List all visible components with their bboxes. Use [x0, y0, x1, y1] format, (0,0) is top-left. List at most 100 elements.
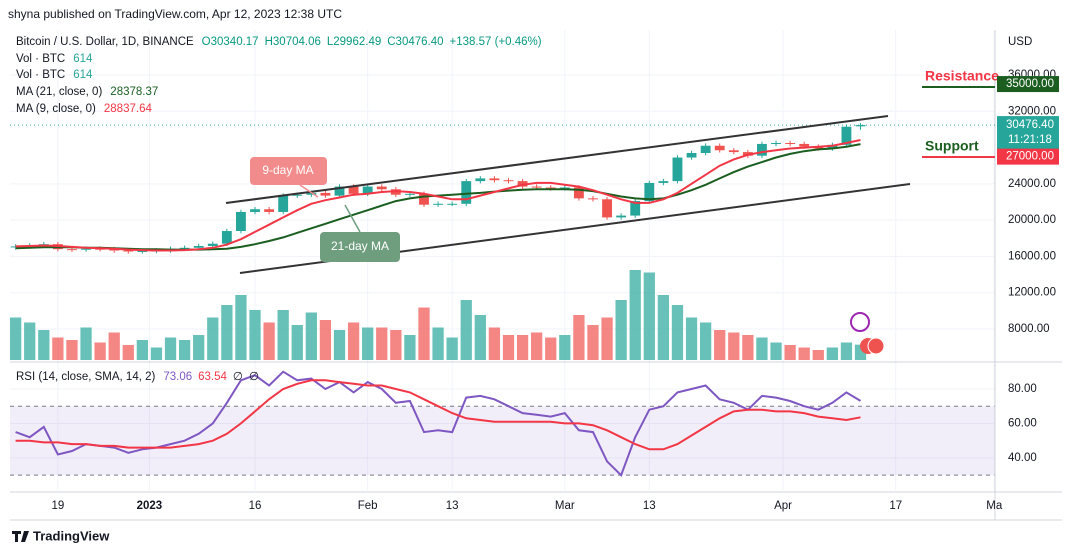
indicator-name: Vol · BTC [16, 69, 65, 81]
y-tick-label: 12000.00 [1008, 287, 1056, 299]
candle-body [207, 243, 218, 246]
y-tick-label: 40.00 [1008, 452, 1037, 464]
volume-bar [193, 335, 205, 360]
volume-bar [559, 335, 571, 360]
volume-bar [840, 342, 853, 360]
moving-average [15, 139, 861, 252]
candle-body [785, 143, 796, 145]
candle-body [447, 203, 458, 205]
candle-body [95, 248, 106, 250]
candle-body [658, 181, 669, 183]
volume-bar [502, 335, 515, 360]
legend-value: ∅ [249, 371, 259, 383]
volume-bar [587, 325, 599, 360]
volume-bar [742, 335, 754, 360]
plot [10, 123, 995, 477]
volume-bar [474, 315, 486, 360]
candle-body [306, 192, 317, 195]
level-label: 27000.00 [1006, 151, 1054, 163]
ohlc: H30704.06 [265, 36, 321, 48]
volume-bar [418, 307, 430, 360]
legend-value: 73.06 [163, 371, 192, 383]
candle-body [559, 187, 570, 189]
volume-bar [685, 317, 698, 360]
level-box [997, 148, 1059, 165]
rsi-band [10, 406, 995, 476]
volume-bar [404, 335, 416, 360]
volume-bar [24, 322, 36, 360]
legend-value: 28378.37 [110, 86, 158, 98]
candle-body [348, 186, 359, 194]
candle-body [193, 245, 204, 248]
candle-body [320, 192, 331, 196]
candle-body [278, 195, 289, 212]
event-icon[interactable] [867, 337, 885, 355]
volume-bar [66, 340, 78, 360]
candle-body [221, 231, 232, 244]
candle-body [531, 186, 542, 188]
volume-bar [657, 295, 670, 360]
volume-bar [812, 350, 824, 360]
volume-bar [854, 344, 867, 360]
candle-body [81, 248, 91, 250]
indicator-value: 614 [73, 69, 93, 81]
volume-bar [150, 347, 163, 360]
candle-body [644, 182, 655, 202]
volume-bar [770, 342, 782, 360]
change: +138.57 (+0.46%) [450, 36, 542, 48]
volume-bar [390, 330, 402, 360]
candle-body [672, 157, 683, 182]
legend-entry: MA (9, close, 0) [16, 103, 96, 115]
volume-bar [699, 322, 712, 360]
currency: USD [1008, 36, 1032, 48]
volume-bar [235, 295, 247, 360]
annotation-box [250, 157, 327, 185]
volume-bar [319, 320, 332, 360]
indicator-value: 614 [73, 53, 93, 65]
volume-bar [714, 330, 726, 360]
volume-bar [38, 330, 50, 360]
x-tick-label: 16 [249, 500, 262, 512]
legend-volume: Vol · BTC 614 [16, 69, 93, 81]
volume-bar [347, 322, 360, 360]
volume-bar [756, 337, 768, 360]
volume-bar [488, 327, 501, 360]
volume-bar [263, 322, 275, 360]
ohlc: O30340.17 [202, 36, 259, 48]
candle-body [700, 145, 711, 154]
volume-bar [136, 340, 148, 360]
x-tick-label: 13 [643, 500, 656, 512]
volume-bar [460, 300, 472, 360]
y-tick-label: 16000.00 [1008, 250, 1056, 262]
volume-bar [629, 270, 641, 360]
annotation: 9-day MA [262, 163, 313, 177]
volume-bar [798, 347, 810, 360]
y-tick-label: 8000.00 [1008, 323, 1050, 335]
x-tick-label: Mar [555, 500, 575, 512]
volume-bar [178, 340, 191, 360]
x-tick-label: Apr [774, 500, 792, 512]
symbol: Bitcoin / U.S. Dollar, 1D, BINANCE [16, 36, 194, 48]
candle-body [264, 209, 275, 212]
annotation: 21-day MA [331, 239, 389, 253]
y-tick-label: 32000.00 [1008, 105, 1056, 117]
volume-bar [671, 305, 684, 360]
candle-body [771, 143, 781, 145]
candle-body [686, 153, 697, 158]
event-icon[interactable] [850, 312, 870, 332]
candle-body [123, 250, 134, 252]
volume-bar [122, 345, 134, 360]
candle-body [404, 193, 415, 195]
candle-body [334, 186, 345, 196]
candle-body [630, 201, 641, 216]
x-tick-label: 19 [51, 500, 64, 512]
candle-body [236, 211, 246, 232]
rsi-line [15, 379, 861, 451]
volume-bar [362, 327, 374, 360]
candle-body [503, 180, 514, 182]
legend-entry: RSI (14, close, SMA, 14, 2) [16, 371, 156, 383]
volume-bar [516, 335, 529, 360]
x-tick-label: 13 [446, 500, 459, 512]
y-tick-label: 20000.00 [1008, 214, 1056, 226]
